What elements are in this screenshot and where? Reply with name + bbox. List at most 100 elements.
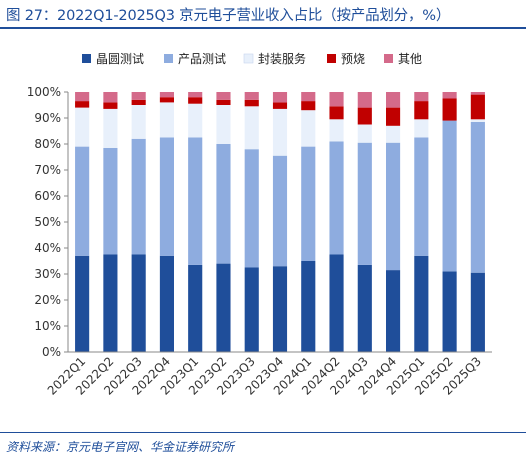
- y-tick-label: 30%: [34, 267, 61, 281]
- bar-segment: [386, 270, 401, 352]
- bar-segment: [329, 141, 344, 255]
- bar-segment: [470, 119, 485, 122]
- bar-segment: [131, 92, 146, 100]
- bar-segment: [75, 146, 90, 256]
- bar-segment: [244, 92, 259, 100]
- bar-segment: [272, 266, 288, 352]
- y-tick-label: 40%: [34, 241, 61, 255]
- bar-segment: [386, 125, 401, 143]
- y-tick-label: 80%: [34, 137, 61, 151]
- legend-label: 产品测试: [178, 51, 226, 66]
- bar-segment: [470, 94, 485, 120]
- bar-segment: [75, 101, 90, 108]
- bar-segment: [414, 92, 429, 102]
- legend: 晶圆测试 产品测试 封装服务 预烧 其他: [82, 51, 422, 66]
- legend-label: 预烧: [341, 52, 365, 66]
- bar-segment: [188, 264, 203, 352]
- chart-title: 图 27：2022Q1-2025Q3 京元电子营业收入占比（按产品划分，%）: [6, 8, 451, 24]
- bar-segment: [386, 107, 401, 126]
- bar-segment: [103, 147, 118, 255]
- bar-segment: [188, 103, 203, 138]
- bar-segment: [301, 261, 316, 352]
- y-tick-label: 10%: [34, 319, 61, 333]
- bar-segment: [244, 106, 259, 150]
- bar-segment: [301, 110, 316, 147]
- bar-segment: [216, 92, 231, 100]
- bar-segment: [131, 254, 146, 352]
- bar-segment: [188, 97, 203, 104]
- bar-segment: [103, 108, 118, 148]
- legend-swatch: [82, 54, 91, 63]
- stacked-bar-chart: 晶圆测试 产品测试 封装服务 预烧 其他 0% 10% 20% 30% 40% 50% 60% 70%…: [27, 51, 492, 398]
- bar-segment: [272, 108, 288, 156]
- y-tick-label: 70%: [34, 163, 61, 177]
- bar-segment: [442, 271, 457, 352]
- bar-segment: [103, 254, 118, 352]
- bar-segment: [414, 255, 429, 352]
- bar-segment: [216, 263, 231, 352]
- bar-segment: [103, 102, 118, 109]
- bar-segment: [357, 264, 372, 352]
- bar-segment: [470, 272, 485, 352]
- bar-segment: [159, 102, 174, 138]
- bar-segment: [244, 149, 259, 268]
- bar-segment: [244, 267, 259, 352]
- legend-label: 其他: [398, 52, 422, 66]
- legend-swatch: [384, 54, 393, 63]
- bar-segment: [159, 137, 174, 256]
- bar-segment: [301, 101, 316, 111]
- bars: [75, 92, 485, 352]
- bar-segment: [159, 255, 174, 352]
- legend-swatch: [327, 54, 336, 63]
- bar-segment: [75, 255, 90, 352]
- bar-segment: [329, 106, 344, 120]
- legend-label: 晶圆测试: [96, 51, 144, 66]
- y-tick-label: 50%: [34, 215, 61, 229]
- source-note: 资料来源：京元电子官网、华金证券研究所: [6, 440, 235, 454]
- x-axis: 2022Q12022Q22022Q32022Q42023Q12023Q22023…: [45, 351, 492, 398]
- bar-segment: [131, 138, 146, 255]
- legend-swatch: [164, 54, 173, 63]
- bar-segment: [75, 107, 90, 147]
- bar-segment: [442, 120, 457, 272]
- bar-segment: [301, 92, 316, 102]
- bar-segment: [188, 137, 203, 265]
- bar-segment: [357, 92, 372, 108]
- bar-segment: [188, 92, 203, 98]
- bar-segment: [216, 144, 231, 264]
- bar-segment: [301, 146, 316, 261]
- source-rule: [0, 432, 526, 433]
- bar-segment: [131, 99, 146, 105]
- y-tick-label: 60%: [34, 189, 61, 203]
- bar-segment: [329, 119, 344, 142]
- legend-swatch: [243, 53, 254, 64]
- bar-segment: [357, 124, 372, 143]
- bar-segment: [329, 254, 344, 352]
- bar-segment: [216, 105, 231, 144]
- y-tick-label: 100%: [27, 85, 61, 99]
- bar-segment: [414, 137, 429, 256]
- bar-segment: [272, 102, 288, 109]
- bar-segment: [216, 99, 231, 105]
- y-axis: 0% 10% 20% 30% 40% 50% 60% 70% 80% 90% 100%: [27, 85, 69, 359]
- bar-segment: [244, 99, 259, 107]
- bar-segment: [414, 101, 429, 120]
- y-tick-label: 0%: [42, 345, 61, 359]
- bar-segment: [329, 92, 344, 107]
- bar-segment: [272, 92, 288, 103]
- bar-segment: [442, 92, 457, 99]
- bar-segment: [103, 92, 118, 103]
- bar-segment: [131, 105, 146, 139]
- title-rule: [0, 27, 526, 29]
- bar-segment: [357, 142, 372, 265]
- bar-segment: [470, 121, 485, 273]
- legend-label: 封装服务: [258, 51, 306, 66]
- bar-segment: [442, 98, 457, 121]
- bar-segment: [414, 119, 429, 138]
- y-tick-label: 90%: [34, 111, 61, 125]
- bar-segment: [470, 92, 485, 95]
- y-tick-label: 20%: [34, 293, 61, 307]
- bar-segment: [75, 92, 90, 102]
- bar-segment: [272, 155, 288, 267]
- bar-segment: [386, 92, 401, 108]
